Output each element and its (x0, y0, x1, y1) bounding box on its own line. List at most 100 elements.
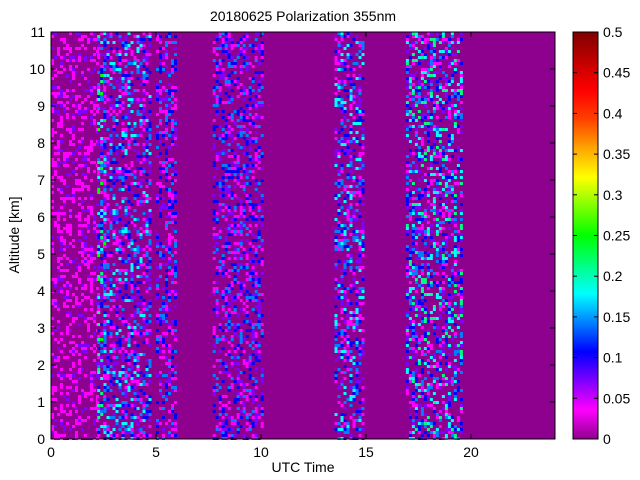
heatmap-cell (121, 308, 125, 311)
heatmap-cell (352, 83, 356, 86)
heatmap-cell (227, 383, 231, 386)
heatmap-cell (78, 344, 81, 347)
heatmap-cell (221, 290, 225, 293)
heatmap-cell (159, 176, 162, 179)
heatmap-cell (103, 218, 107, 221)
heatmap-cell (148, 230, 152, 233)
heatmap-cell (242, 137, 246, 140)
heatmap-cell (54, 338, 57, 341)
heatmap-cell (51, 218, 54, 221)
heatmap-cell (346, 227, 350, 230)
heatmap-cell (242, 77, 246, 80)
heatmap-cell (69, 41, 72, 44)
heatmap-cell (145, 290, 149, 293)
heatmap-cell (66, 125, 69, 128)
heatmap-cell (136, 248, 140, 251)
heatmap-cell (60, 275, 63, 278)
heatmap-cell (84, 320, 87, 323)
heatmap-cell (109, 221, 113, 224)
heatmap-cell (159, 308, 162, 311)
heatmap-cell (66, 257, 69, 260)
heatmap-cell (103, 212, 107, 215)
heatmap-cell (78, 401, 81, 404)
heatmap-cell (103, 137, 107, 140)
heatmap-cell (248, 272, 252, 275)
heatmap-cell (66, 197, 69, 200)
heatmap-cell (87, 218, 90, 221)
heatmap-cell (349, 323, 353, 326)
heatmap-cell (81, 68, 84, 71)
heatmap-cell (346, 44, 350, 47)
heatmap-cell (90, 194, 93, 197)
heatmap-cell (109, 419, 113, 422)
heatmap-cell (124, 77, 128, 80)
heatmap-cell (165, 431, 168, 434)
heatmap-cell (260, 230, 264, 233)
heatmap-cell (171, 386, 174, 389)
heatmap-cell (87, 320, 90, 323)
heatmap-cell (106, 296, 110, 299)
heatmap-cell (93, 200, 96, 203)
heatmap-cell (239, 353, 243, 356)
heatmap-cell (115, 119, 119, 122)
heatmap-cell (251, 176, 255, 179)
heatmap-cell (221, 140, 225, 143)
heatmap-cell (233, 248, 237, 251)
heatmap-cell (257, 80, 261, 83)
heatmap-cell (254, 194, 258, 197)
heatmap-cell (103, 182, 107, 185)
heatmap-cell (75, 317, 78, 320)
heatmap-cell (233, 179, 237, 182)
heatmap-cell (96, 350, 99, 353)
heatmap-cell (118, 287, 122, 290)
heatmap-cell (142, 110, 146, 113)
heatmap-cell (242, 65, 246, 68)
heatmap-cell (72, 110, 75, 113)
heatmap-cell (251, 272, 255, 275)
heatmap-cell (57, 278, 60, 281)
heatmap-cell (103, 191, 107, 194)
heatmap-cell (130, 275, 134, 278)
heatmap-cell (145, 266, 149, 269)
heatmap-cell (127, 47, 131, 50)
heatmap-cell (142, 158, 146, 161)
heatmap-cell (218, 422, 222, 425)
heatmap-cell (159, 407, 162, 410)
heatmap-cell (224, 50, 228, 53)
heatmap-cell (251, 257, 255, 260)
heatmap-cell (130, 380, 134, 383)
heatmap-cell (251, 323, 255, 326)
heatmap-cell (174, 425, 177, 428)
heatmap-cell (233, 266, 237, 269)
heatmap-cell (133, 155, 137, 158)
heatmap-cell (115, 389, 119, 392)
heatmap-cell (221, 134, 225, 137)
heatmap-cell (248, 278, 252, 281)
heatmap-cell (224, 143, 228, 146)
heatmap-cell (100, 338, 104, 341)
heatmap-cell (349, 350, 353, 353)
heatmap-cell (133, 176, 137, 179)
heatmap-cell (133, 143, 137, 146)
heatmap-cell (127, 200, 131, 203)
heatmap-cell (139, 260, 143, 263)
heatmap-cell (233, 278, 237, 281)
heatmap-cell (156, 419, 159, 422)
heatmap-cell (239, 245, 243, 248)
heatmap-cell (133, 170, 137, 173)
heatmap-cell (162, 164, 165, 167)
heatmap-cell (84, 56, 87, 59)
heatmap-cell (224, 137, 228, 140)
heatmap-cell (118, 401, 122, 404)
heatmap-cell (84, 206, 87, 209)
heatmap-cell (227, 401, 231, 404)
heatmap-cell (106, 407, 110, 410)
heatmap-cell (257, 149, 261, 152)
heatmap-cell (239, 284, 243, 287)
heatmap-cell (236, 95, 240, 98)
heatmap-cell (81, 98, 84, 101)
heatmap-cell (221, 116, 225, 119)
heatmap-cell (75, 326, 78, 329)
heatmap-cell (230, 80, 234, 83)
